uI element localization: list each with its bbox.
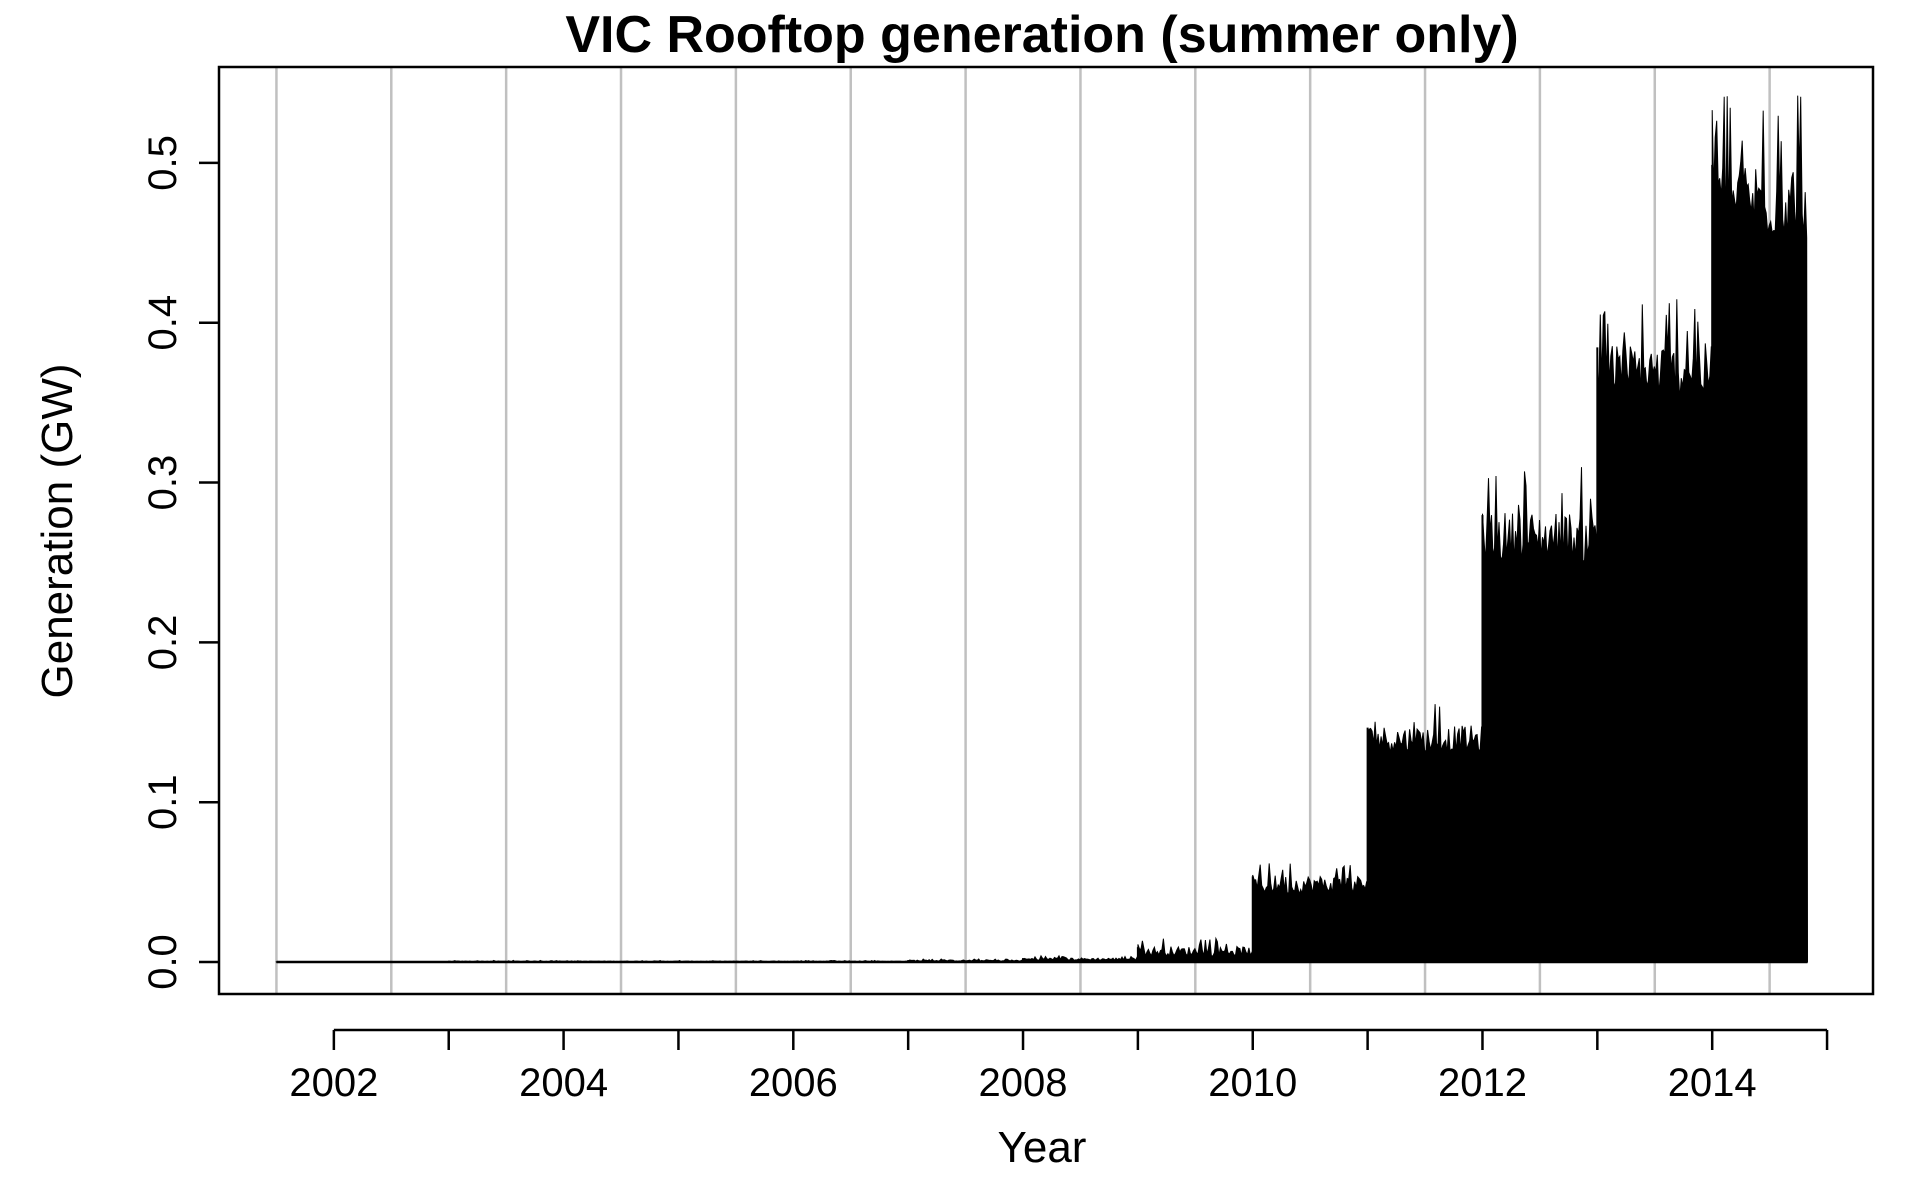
series-segment [1252, 863, 1369, 963]
x-tick-label: 2012 [1438, 1061, 1527, 1105]
chart-title: VIC Rooftop generation (summer only) [565, 6, 1518, 64]
series-segment [1711, 95, 1809, 963]
x-tick-label: 2002 [289, 1061, 378, 1105]
y-tick-label: 0.0 [141, 934, 185, 990]
data-series [275, 95, 1809, 964]
y-tick-label: 0.2 [141, 615, 185, 671]
y-tick-label: 0.4 [141, 295, 185, 351]
series-segment [1367, 704, 1484, 963]
series-segment [1482, 467, 1598, 963]
x-tick-label: 2014 [1668, 1061, 1757, 1105]
series-segment [1596, 299, 1713, 963]
series-segment [1137, 936, 1254, 963]
y-axis: 0.0 0.1 0.2 0.3 0.4 0.5 [141, 135, 219, 990]
y-tick-label: 0.1 [141, 774, 185, 830]
series-segment [1022, 954, 1139, 963]
y-tick-label: 0.3 [141, 455, 185, 511]
series-segment [907, 958, 1024, 963]
y-axis-label: Generation (GW) [33, 364, 82, 699]
x-tick-label: 2010 [1208, 1061, 1297, 1105]
x-tick-label: 2004 [519, 1061, 608, 1105]
x-axis-label: Year [998, 1123, 1087, 1172]
x-tick-label: 2008 [979, 1061, 1068, 1105]
x-tick-label: 2006 [749, 1061, 838, 1105]
y-tick-label: 0.5 [141, 135, 185, 191]
plot-frame [217, 65, 1875, 996]
series-segment [448, 959, 910, 963]
x-axis: 2002 2004 2006 2008 2010 2012 2014 [289, 1028, 1829, 1105]
